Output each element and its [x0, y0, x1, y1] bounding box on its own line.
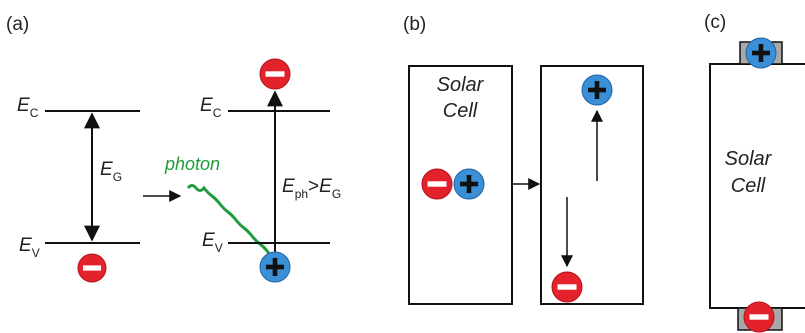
- ev-label: EV: [19, 235, 40, 260]
- solar-cell-label-line2: Cell: [443, 100, 478, 122]
- ec-label: EC: [17, 95, 39, 120]
- solar-cell-label-line1: Solar: [437, 74, 485, 96]
- hole-icon: [745, 37, 777, 69]
- photon-label: photon: [164, 154, 220, 174]
- hole-icon: [581, 74, 613, 106]
- ec-label-right: EC: [200, 95, 222, 120]
- eph-gt-eg-label: Eph>EG: [282, 176, 341, 201]
- photon-wave-icon: [186, 184, 274, 263]
- eg-label: EG: [100, 159, 122, 184]
- electron-icon: [259, 58, 291, 90]
- panel-label-c: (c): [704, 12, 726, 33]
- solar-cell-label-c-line1: Solar: [725, 148, 773, 170]
- panel-label-a: (a): [6, 14, 29, 35]
- solar-cell-box-right: [540, 65, 644, 305]
- solar-cell-label-c-line2: Cell: [731, 175, 766, 197]
- electron-icon: [551, 271, 583, 303]
- electron-icon: [743, 301, 775, 333]
- electron-icon: [421, 168, 453, 200]
- ev-label-right: EV: [202, 230, 223, 255]
- hole-icon: [259, 251, 291, 283]
- hole-icon: [453, 168, 485, 200]
- panel-label-b: (b): [403, 14, 426, 35]
- electron-icon: [77, 253, 107, 283]
